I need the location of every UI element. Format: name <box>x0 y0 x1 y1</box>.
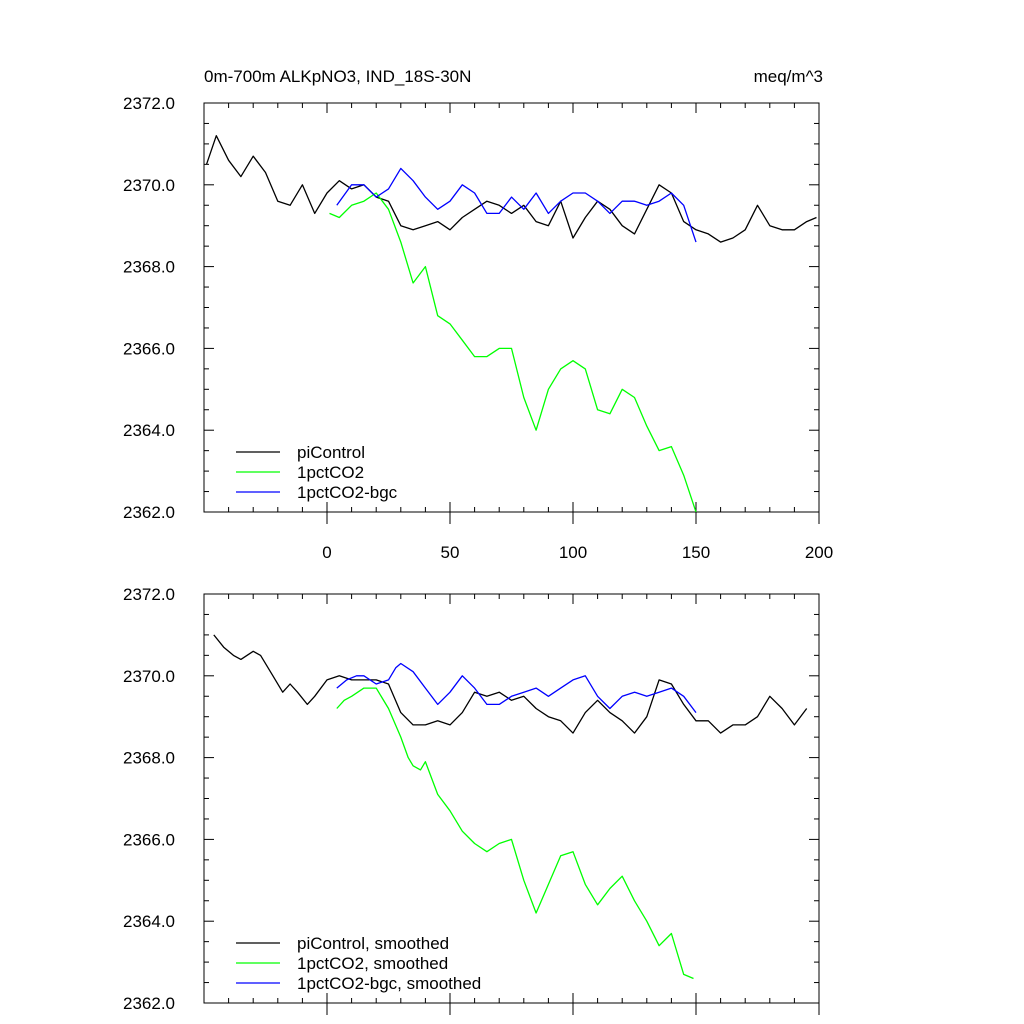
bottom-panel: 2362.0 2364.0 2366.0 2368.0 2370.0 2372.0 piCo… <box>123 585 820 1015</box>
bottom-ytick-label: 2370.0 <box>123 667 175 686</box>
top-line-picontrol <box>205 135 817 243</box>
bottom-ytick-label: 2364.0 <box>123 912 175 931</box>
bottom-ytick-label: 2362.0 <box>123 994 175 1013</box>
bottom-series-group <box>213 634 808 980</box>
bottom-legend-label: piControl, smoothed <box>297 934 449 953</box>
top-ytick-label: 2368.0 <box>123 258 175 277</box>
top-legend-label: piControl <box>297 443 365 462</box>
top-ytick-label: 2370.0 <box>123 176 175 195</box>
top-xtick-label: 100 <box>559 543 587 562</box>
top-ytick-label: 2362.0 <box>123 503 175 522</box>
bottom-ytick-label: 2372.0 <box>123 585 175 604</box>
top-line-1pctco2 <box>329 192 697 512</box>
bottom-line-picontrol-smoothed <box>213 634 808 734</box>
top-legend-label: 1pctCO2 <box>297 463 364 482</box>
top-series-group <box>205 135 817 512</box>
top-xtick-label: 50 <box>441 543 460 562</box>
top-xtick-label: 150 <box>682 543 710 562</box>
bottom-line-1pctco2-smoothed <box>336 687 694 980</box>
top-panel: 0m-700m ALKpNO3, IND_18S-30N meq/m^3 236… <box>123 67 833 562</box>
top-xtick-label: 200 <box>805 543 833 562</box>
title-left: 0m-700m ALKpNO3, IND_18S-30N <box>204 67 471 86</box>
top-ytick-label: 2364.0 <box>123 421 175 440</box>
title-right: meq/m^3 <box>754 67 823 86</box>
bottom-ytick-label: 2366.0 <box>123 830 175 849</box>
bottom-legend-label: 1pctCO2-bgc, smoothed <box>297 974 481 993</box>
top-ytick-label: 2372.0 <box>123 94 175 113</box>
bottom-ytick-label: 2368.0 <box>123 749 175 768</box>
top-ytick-label: 2366.0 <box>123 339 175 358</box>
bottom-legend-label: 1pctCO2, smoothed <box>297 954 448 973</box>
top-line-1pctco2-bgc <box>336 167 697 243</box>
top-legend-label: 1pctCO2-bgc <box>297 483 398 502</box>
top-xtick-label: 0 <box>322 543 331 562</box>
bottom-line-1pctco2-bgc-smoothed <box>336 662 697 713</box>
